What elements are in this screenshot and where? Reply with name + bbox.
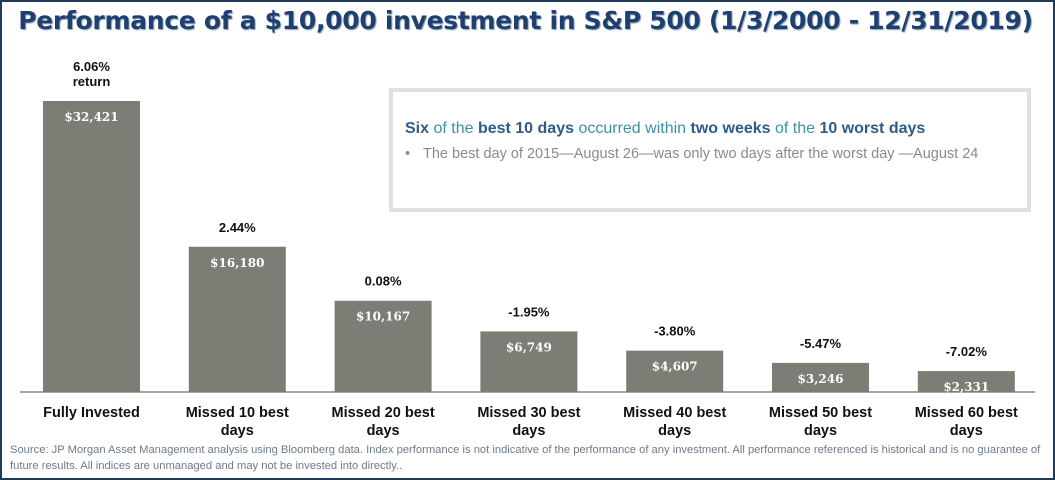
- callout-headline-part: of the: [429, 120, 478, 137]
- callout-bullet: • The best day of 2015—August 26—was only…: [405, 145, 1015, 164]
- bars-group: $32,421 6.06%return Fully Invested $16,180 2…: [43, 59, 1018, 439]
- callout-headline-part: of the: [770, 120, 820, 137]
- category-label: Fully Invested: [43, 405, 140, 421]
- category-label: Missed 50 best: [769, 405, 872, 421]
- bar: [917, 371, 1015, 392]
- category-label: days: [804, 423, 837, 439]
- callout-headline: Six of the best 10 days occurred within …: [405, 120, 925, 138]
- return-label: return: [73, 74, 111, 89]
- bar-value-label: $6,749: [506, 340, 552, 354]
- callout-box: Six of the best 10 days occurred within …: [389, 88, 1031, 212]
- bar: [43, 101, 140, 392]
- return-label: 2.44%: [219, 220, 256, 235]
- bar: [334, 300, 432, 392]
- return-label: 0.08%: [365, 274, 402, 289]
- source-note: Source: JP Morgan Asset Management analy…: [10, 444, 1041, 472]
- chart-title: Performance of a $10,000 investment in S…: [18, 6, 1033, 35]
- bar-value-label: $4,607: [652, 360, 698, 374]
- callout-headline-part: two weeks: [690, 120, 771, 137]
- category-label: days: [367, 423, 400, 439]
- bar-value-label: $3,246: [798, 372, 844, 386]
- bar-value-label: $16,180: [210, 256, 264, 270]
- bar-value-label: $2,331: [943, 380, 989, 394]
- category-label: days: [658, 423, 691, 439]
- bullet-dot: •: [405, 146, 411, 162]
- category-label: Missed 40 best: [623, 405, 726, 421]
- callout-headline-part: best 10 days: [477, 120, 574, 137]
- category-label: days: [512, 423, 545, 439]
- bar: [626, 350, 724, 392]
- bar: [772, 362, 869, 392]
- category-label: days: [950, 423, 983, 439]
- bar: [480, 331, 578, 392]
- category-label: days: [221, 423, 254, 439]
- category-label: Missed 10 best: [186, 405, 289, 421]
- return-label: -5.47%: [800, 336, 842, 351]
- category-label: Missed 20 best: [332, 405, 435, 421]
- bar-value-label: $10,167: [356, 310, 410, 324]
- callout-headline-part: 10 worst days: [819, 120, 926, 137]
- return-label: 6.06%: [73, 59, 110, 74]
- return-label: -7.02%: [946, 344, 988, 359]
- return-label: -1.95%: [508, 304, 550, 319]
- category-label: Missed 60 best: [915, 405, 1018, 421]
- return-label: -3.80%: [654, 324, 696, 339]
- callout-headline-part: occurred within: [574, 120, 691, 137]
- bar: [188, 246, 286, 392]
- category-label: Missed 30 best: [477, 405, 580, 421]
- callout-headline-part: Six: [405, 120, 430, 137]
- bar-value-label: $32,421: [64, 110, 118, 124]
- callout-bullet-text: The best day of 2015—August 26—was only …: [423, 146, 979, 162]
